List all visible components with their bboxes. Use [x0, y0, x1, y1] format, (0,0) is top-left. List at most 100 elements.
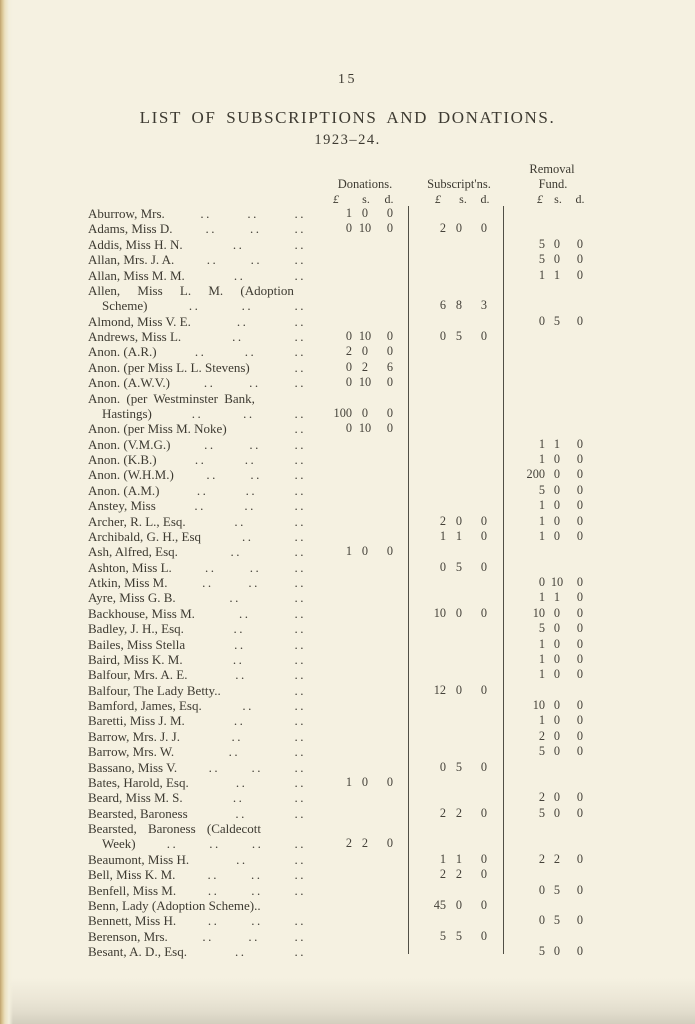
removal-fund-amount-l: 0	[538, 575, 545, 589]
donor-name-cell: Baird, Miss K. M.....	[88, 652, 306, 667]
currency-header-pound: £	[537, 192, 543, 206]
donor-name-cell: Bearsted, Baroness (Caldecott	[88, 821, 306, 836]
removal-fund-amount-d: 0	[576, 467, 584, 482]
dot-leader: ..	[294, 636, 306, 652]
donor-name-cell: Andrews, Miss L.....	[88, 329, 306, 344]
table-row: Bamford, James, Esq..... 10 0 0	[88, 698, 628, 713]
dot-leader: ..	[294, 851, 306, 867]
donation-amount: 0 10 0	[320, 329, 402, 344]
donor-name-cell: Balfour, Mrs. A. E.....	[88, 667, 306, 682]
donor-name-cell: Anon. (W.H.M.)......	[88, 467, 306, 482]
donor-name: Archibald, G. H., Esq	[88, 528, 202, 544]
dot-leader: ..	[230, 544, 242, 560]
dot-leader: ..	[229, 590, 241, 606]
removal-fund-amount-s: 0	[553, 728, 561, 743]
donor-name-cell: Allan, Miss M. M.....	[88, 268, 306, 283]
donor-name: Archer, R. L., Esq.	[88, 513, 186, 529]
donor-name: Beard, Miss M. S.	[88, 790, 183, 806]
removal-fund-amount: 0 10 0	[507, 575, 591, 590]
removal-fund-amount-d: 0	[576, 744, 584, 759]
table-row: Anon. (A.R.)...... 2 0 0	[88, 344, 628, 359]
table-row: Bell, Miss K. M....... 2 2 0	[88, 867, 628, 882]
table-row: Bailes, Miss Stella.... 1 0 0	[88, 637, 628, 652]
donor-name: Ash, Alfred, Esq.	[88, 544, 178, 560]
removal-fund-amount-l: 0	[538, 913, 545, 928]
table-row: Balfour, The Lady Betty.... 12 0 0	[88, 683, 628, 698]
table-row: Week)........ 2 2 0	[88, 836, 628, 851]
donor-name-cell: Anstey, Miss......	[88, 498, 306, 513]
subscription-amount-l: 2	[439, 221, 446, 236]
dot-leader: ..	[250, 867, 263, 883]
dot-leader: ..	[294, 206, 306, 221]
dot-leader: ..	[194, 498, 206, 514]
subscription-amount-s: 5	[455, 559, 463, 574]
dot-leader: ..	[207, 882, 220, 898]
removal-fund-amount-l: 10	[532, 698, 545, 712]
column-rule	[503, 206, 504, 954]
table-row: Beaumont, Miss H..... 1 1 0 2 2 0	[88, 852, 628, 867]
donation-amount-d: 0	[386, 221, 394, 236]
removal-fund-amount-d: 0	[576, 667, 584, 682]
removal-fund-amount-d: 0	[576, 252, 584, 267]
dot-leader: ..	[294, 913, 306, 929]
table-row: Benn, Lady (Adoption Scheme).. 45 0 0	[88, 898, 628, 913]
dot-leader: ..	[247, 206, 259, 221]
dot-leader: ..	[242, 528, 254, 544]
dot-leader: ..	[234, 513, 246, 529]
dot-leader: ..	[249, 559, 262, 575]
table-row: Anstey, Miss...... 1 0 0	[88, 498, 628, 513]
table-row: Allan, Miss M. M..... 1 1 0	[88, 268, 628, 283]
dot-leader: ..	[231, 728, 243, 744]
dot-leader: ..	[294, 805, 306, 821]
subscription-amount-s: 0	[455, 605, 463, 620]
donor-name: Hastings)	[102, 405, 152, 421]
donation-amount-d: 0	[386, 329, 394, 343]
donor-name: Anon. (K.B.)	[88, 452, 157, 467]
table-row: Anon. (K.B.)...... 1 0 0	[88, 452, 628, 467]
dot-leader: ..	[238, 605, 251, 621]
dot-leader: ..	[294, 728, 306, 744]
dot-leader: ..	[249, 436, 261, 452]
donor-name: Allen, Miss L. M. (Adoption	[88, 282, 294, 298]
removal-fund-amount-s: 0	[553, 467, 561, 482]
dot-leader: ..	[232, 651, 245, 667]
removal-fund-amount-s: 5	[553, 313, 561, 328]
table-row: Atkin, Miss M....... 0 10 0	[88, 575, 628, 590]
dot-leader: ..	[294, 867, 306, 883]
subscription-amount: 45 0 0	[414, 898, 496, 913]
removal-fund-amount-l: 0	[538, 313, 545, 328]
table-row: Baird, Miss K. M..... 1 0 0	[88, 652, 628, 667]
donor-name-cell: Benn, Lady (Adoption Scheme)..	[88, 898, 306, 913]
dot-leader: ..	[294, 744, 306, 760]
removal-fund-amount: 10 0 0	[507, 698, 591, 713]
donation-amount-l: 0	[345, 221, 352, 236]
donor-name-cell: Besant, A. D., Esq.....	[88, 944, 306, 959]
removal-fund-amount-l: 1	[538, 513, 545, 528]
table-row: Addis, Miss H. N..... 5 0 0	[88, 237, 628, 252]
subscription-amount-l: 1	[439, 851, 446, 866]
dot-leader: ..	[294, 421, 306, 437]
table-row: Bates, Harold, Esq..... 1 0 0	[88, 775, 628, 790]
dot-leader: ..	[244, 452, 257, 467]
table-row: Ayre, Miss G. B..... 1 1 0	[88, 590, 628, 605]
subscription-amount-s: 2	[455, 805, 463, 820]
donation-amount-l: 1	[345, 774, 352, 789]
donor-name-cell: Allan, Mrs. J. A.......	[88, 252, 306, 267]
donation-amount-s: 10	[358, 221, 372, 236]
removal-fund-amount-s: 0	[553, 528, 561, 543]
dot-leader: ..	[207, 867, 219, 883]
removal-fund-amount-s: 5	[553, 882, 561, 897]
table-row: Aburrow, Mrs....... 1 0 0	[88, 206, 628, 221]
dot-leader: ..	[206, 467, 218, 483]
dot-leader: ..	[250, 467, 262, 483]
donor-name-cell: Benfell, Miss M.......	[88, 883, 306, 898]
